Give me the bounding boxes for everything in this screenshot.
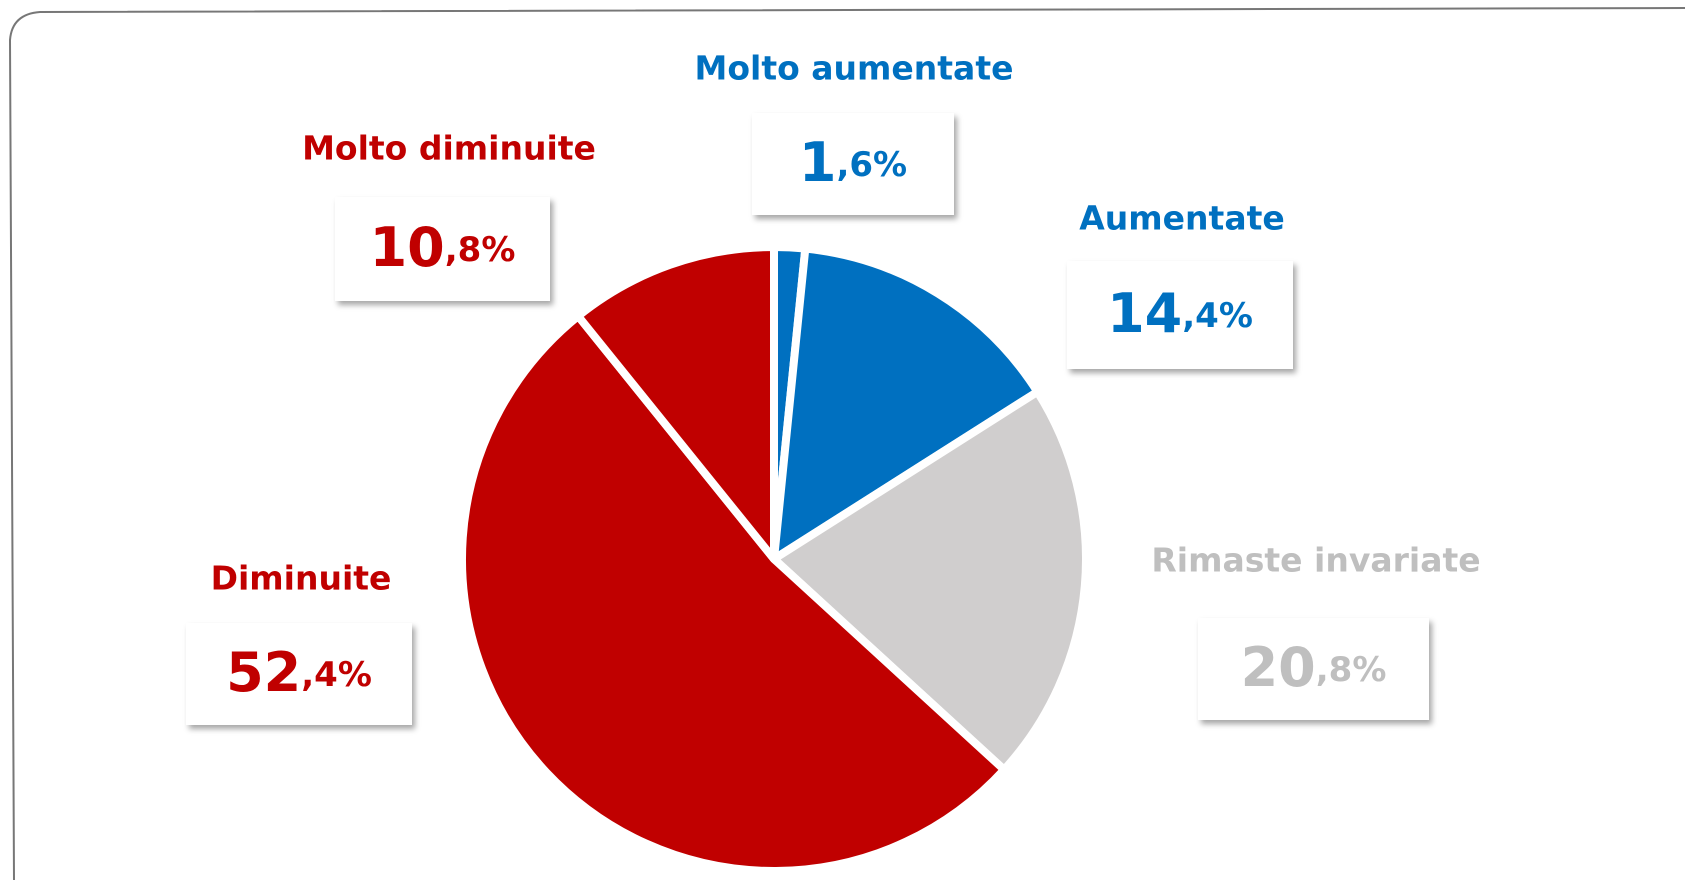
pie-slice: [457, 312, 1009, 875]
value-frac: ,4%: [1182, 296, 1253, 336]
frame: [8, 7, 1685, 880]
pie-slice: [574, 243, 778, 563]
value-label: 52,4%: [226, 641, 372, 704]
value-int: 20: [1241, 636, 1316, 699]
value-label: 20,8%: [1241, 636, 1387, 699]
pie-slice: [770, 387, 1090, 774]
slice-label: Molto diminuite: [302, 129, 596, 168]
value-label: 10,8%: [370, 216, 516, 279]
value-int: 1: [799, 131, 837, 194]
value-int: 14: [1107, 282, 1182, 345]
slice-label: Rimaste invariate: [1151, 541, 1480, 580]
pie-slice: [770, 244, 1042, 563]
value-label: 14,4%: [1107, 282, 1253, 345]
value-int: 10: [370, 216, 445, 279]
value-box: [1198, 618, 1429, 720]
value-box: [186, 623, 412, 725]
value-int: 52: [226, 641, 301, 704]
value-label: 1,6%: [799, 131, 907, 194]
value-frac: ,8%: [1316, 650, 1387, 690]
value-frac: ,8%: [445, 230, 516, 270]
value-box: [1067, 261, 1293, 369]
slice-label: Molto aumentate: [695, 49, 1014, 88]
slice-label: Diminuite: [211, 559, 392, 598]
slice-label: Aumentate: [1079, 199, 1285, 238]
value-frac: ,6%: [836, 145, 907, 185]
value-frac: ,4%: [301, 655, 372, 695]
value-box: [752, 113, 954, 215]
value-box: [335, 197, 550, 301]
